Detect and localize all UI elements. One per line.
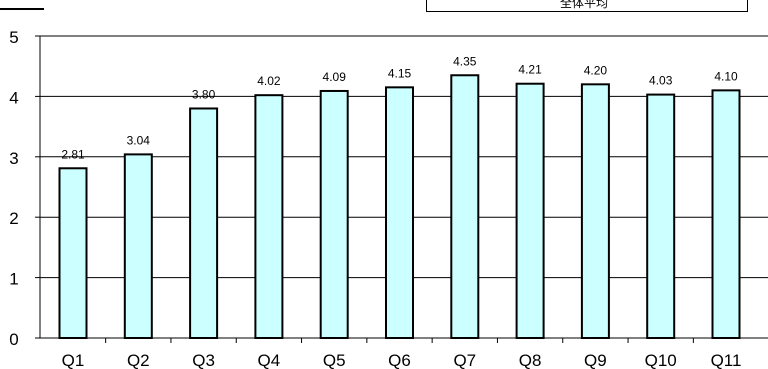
y-tick-label-3: 3 [9, 149, 18, 168]
x-tick-label-Q11: Q11 [711, 351, 742, 369]
data-label-Q1: 2.81 [61, 147, 85, 161]
bar-Q8 [515, 82, 545, 339]
y-tick-label-4: 4 [9, 88, 18, 107]
legend-box [426, 0, 748, 12]
y-tick-label-5: 5 [9, 28, 18, 47]
data-label-Q2: 3.04 [127, 133, 151, 147]
x-tick-label-Q1: Q1 [62, 351, 85, 369]
x-tick-label-Q10: Q10 [645, 351, 677, 369]
data-label-Q10: 4.03 [649, 74, 673, 88]
y-tick-label-0: 0 [9, 330, 18, 349]
x-tick-label-Q5: Q5 [323, 351, 346, 369]
bar-Q4 [254, 94, 284, 339]
x-tick-label-Q7: Q7 [453, 351, 476, 369]
data-label-Q7: 4.35 [453, 54, 477, 68]
y-tick-label-2: 2 [9, 209, 18, 228]
x-tick-label-Q3: Q3 [192, 351, 215, 369]
data-label-Q11: 4.10 [714, 69, 738, 83]
data-label-Q5: 4.09 [323, 70, 347, 84]
bar-Q3 [189, 107, 219, 340]
data-label-Q9: 4.20 [584, 63, 608, 77]
bar-Q11 [711, 89, 741, 339]
y-tick-label-1: 1 [9, 270, 18, 289]
bar-Q2 [123, 153, 153, 339]
x-tick-label-Q8: Q8 [519, 351, 542, 369]
data-label-Q4: 4.02 [257, 74, 281, 88]
data-label-Q3: 3.80 [192, 87, 216, 101]
bar-Q6 [385, 86, 414, 339]
bar-Q10 [646, 93, 676, 339]
x-tick-label-Q9: Q9 [584, 351, 607, 369]
bar-Q1 [58, 167, 88, 339]
data-label-Q6: 4.15 [388, 66, 412, 80]
chart-title-fragment [0, 0, 44, 10]
data-label-Q8: 4.21 [518, 63, 542, 77]
x-tick-label-Q6: Q6 [388, 351, 411, 369]
bar-Q9 [580, 83, 610, 339]
x-tick-label-Q2: Q2 [127, 351, 150, 369]
x-tick-label-Q4: Q4 [258, 351, 281, 369]
bar-Q7 [450, 74, 480, 339]
legend-label: 全体平均 [560, 0, 609, 10]
bar-Q5 [319, 89, 349, 339]
